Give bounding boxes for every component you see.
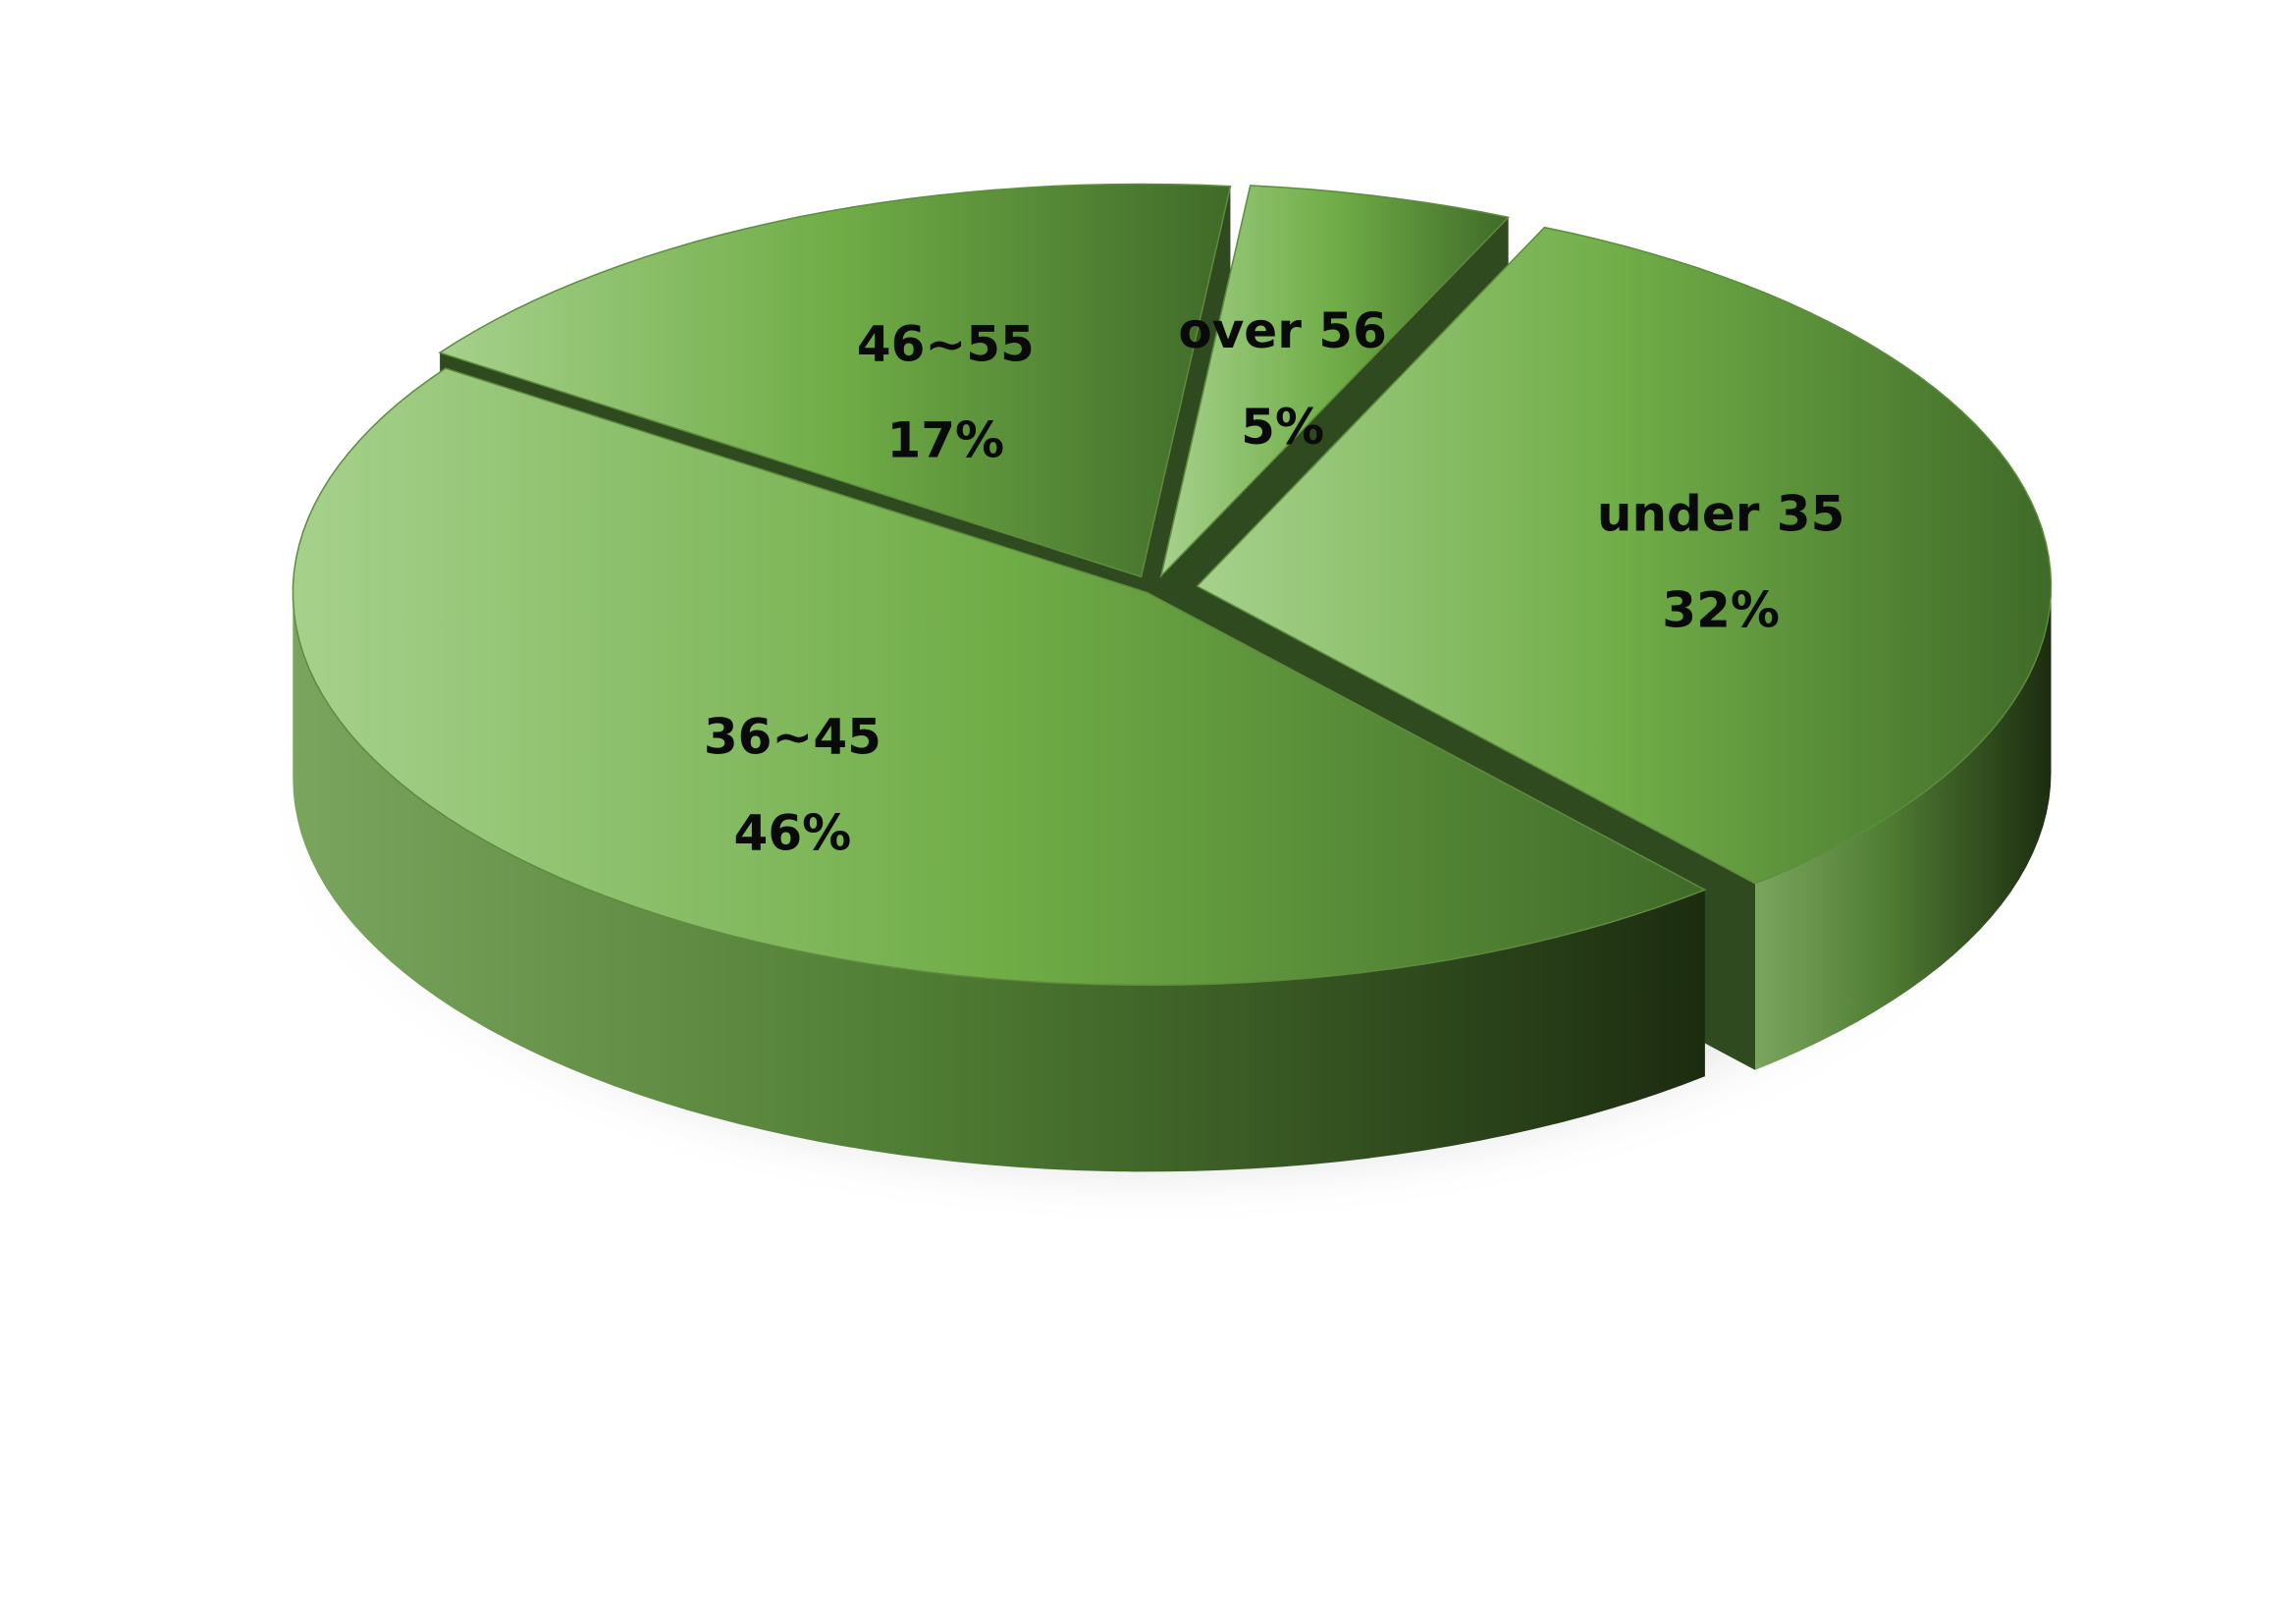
pie-slice-top-36-45	[292, 367, 1707, 987]
data-label-percent: 32%	[1662, 582, 1780, 639]
data-label-category: 46~55	[857, 315, 1035, 372]
pie-slice-top-under-35	[1196, 226, 2053, 885]
data-label-category: over 56	[1178, 302, 1387, 359]
pie-slice-outer-wall	[1755, 586, 2052, 1070]
data-label-category: under 35	[1597, 486, 1845, 543]
pie-slice-top-over-56	[1159, 185, 1511, 579]
data-label-percent: 17%	[886, 411, 1004, 468]
pie-slice-outer-wall	[293, 592, 1705, 1172]
pie-slice-top-46-55	[438, 183, 1232, 578]
data-label-percent: 5%	[1241, 399, 1324, 456]
data-label-percent: 46%	[734, 805, 852, 862]
data-label-category: 36~45	[704, 709, 881, 766]
